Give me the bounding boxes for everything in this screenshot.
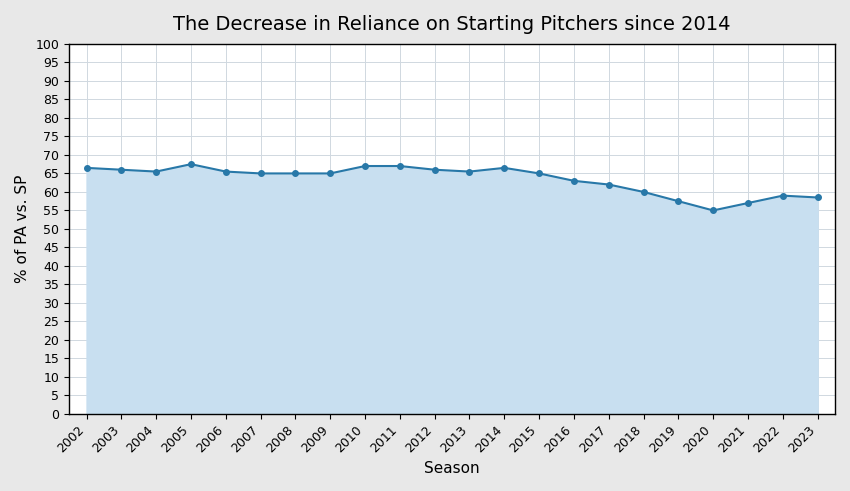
X-axis label: Season: Season [424, 461, 480, 476]
Title: The Decrease in Reliance on Starting Pitchers since 2014: The Decrease in Reliance on Starting Pit… [173, 15, 731, 34]
Y-axis label: % of PA vs. SP: % of PA vs. SP [15, 175, 30, 283]
